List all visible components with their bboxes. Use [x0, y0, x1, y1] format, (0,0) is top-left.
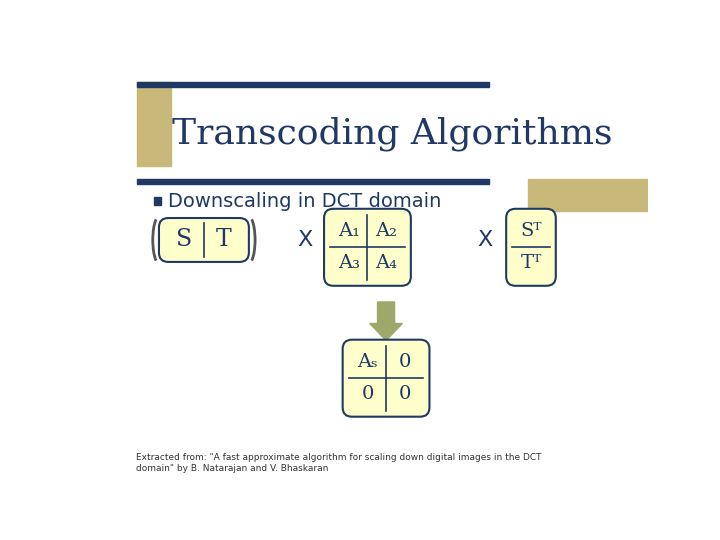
Text: Transcoding Algorithms: Transcoding Algorithms [172, 117, 613, 151]
Text: Extracted from: "A fast approximate algorithm for scaling down digital images in: Extracted from: "A fast approximate algo… [137, 454, 542, 473]
Bar [528, 179, 648, 211]
Text: 0: 0 [361, 386, 374, 403]
Text: Sᵀ: Sᵀ [521, 222, 541, 240]
Bar [153, 197, 161, 205]
FancyBboxPatch shape [506, 209, 556, 286]
FancyBboxPatch shape [343, 340, 429, 417]
FancyBboxPatch shape [324, 209, 411, 286]
Bar [137, 82, 171, 166]
Text: X: X [298, 231, 313, 251]
Bar [137, 179, 489, 184]
Text: Downscaling in DCT domain: Downscaling in DCT domain [168, 192, 441, 211]
Text: Tᵀ: Tᵀ [521, 254, 541, 273]
Text: 0: 0 [398, 386, 411, 403]
Text: Aₛ: Aₛ [357, 353, 378, 371]
Text: A₁: A₁ [338, 222, 360, 240]
Text: A₂: A₂ [375, 222, 397, 240]
Text: T: T [216, 228, 232, 252]
Text: X: X [477, 231, 493, 251]
Polygon shape [370, 302, 402, 340]
Bar [137, 82, 489, 87]
FancyBboxPatch shape [159, 218, 249, 262]
Text: A₄: A₄ [375, 254, 397, 273]
Text: S: S [176, 228, 192, 252]
Text: 0: 0 [398, 353, 411, 371]
Text: A₃: A₃ [338, 254, 360, 273]
